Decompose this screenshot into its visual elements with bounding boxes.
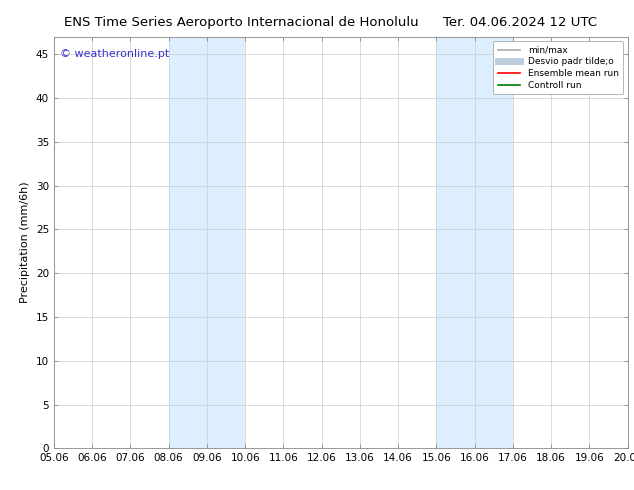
Bar bbox=[169, 37, 245, 448]
Y-axis label: Precipitation (mm/6h): Precipitation (mm/6h) bbox=[20, 182, 30, 303]
Legend: min/max, Desvio padr tilde;o, Ensemble mean run, Controll run: min/max, Desvio padr tilde;o, Ensemble m… bbox=[493, 41, 623, 95]
Text: © weatheronline.pt: © weatheronline.pt bbox=[60, 49, 169, 59]
Bar bbox=[436, 37, 513, 448]
Text: ENS Time Series Aeroporto Internacional de Honolulu: ENS Time Series Aeroporto Internacional … bbox=[63, 16, 418, 29]
Text: Ter. 04.06.2024 12 UTC: Ter. 04.06.2024 12 UTC bbox=[443, 16, 597, 29]
